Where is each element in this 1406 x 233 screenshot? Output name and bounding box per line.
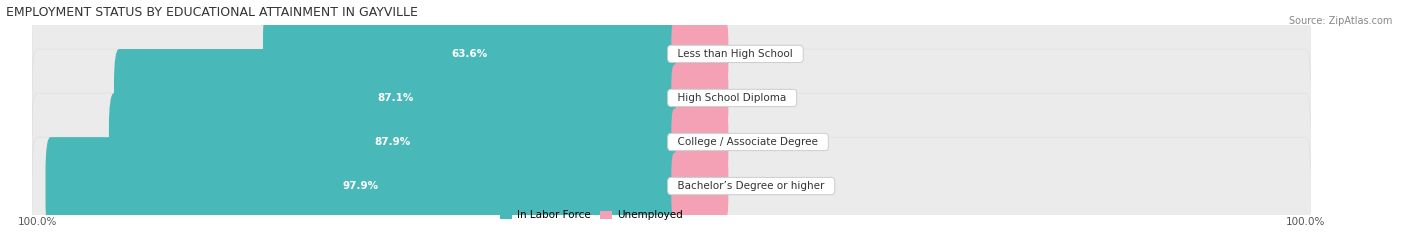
FancyBboxPatch shape: [666, 137, 1310, 233]
FancyBboxPatch shape: [671, 109, 728, 175]
Text: 0.0%: 0.0%: [738, 137, 763, 147]
FancyBboxPatch shape: [32, 5, 676, 103]
FancyBboxPatch shape: [32, 49, 676, 147]
Text: 87.9%: 87.9%: [374, 137, 411, 147]
FancyBboxPatch shape: [114, 49, 676, 147]
FancyBboxPatch shape: [666, 5, 1310, 103]
Text: EMPLOYMENT STATUS BY EDUCATIONAL ATTAINMENT IN GAYVILLE: EMPLOYMENT STATUS BY EDUCATIONAL ATTAINM…: [6, 6, 418, 19]
Text: High School Diploma: High School Diploma: [671, 93, 793, 103]
FancyBboxPatch shape: [45, 137, 676, 233]
Legend: In Labor Force, Unemployed: In Labor Force, Unemployed: [496, 206, 688, 225]
FancyBboxPatch shape: [671, 21, 728, 87]
Text: 63.6%: 63.6%: [451, 49, 488, 59]
Text: Bachelor’s Degree or higher: Bachelor’s Degree or higher: [671, 181, 831, 191]
Text: Less than High School: Less than High School: [671, 49, 800, 59]
FancyBboxPatch shape: [32, 93, 676, 191]
FancyBboxPatch shape: [666, 49, 1310, 147]
FancyBboxPatch shape: [263, 5, 676, 103]
FancyBboxPatch shape: [666, 93, 1310, 191]
FancyBboxPatch shape: [671, 65, 728, 131]
Text: College / Associate Degree: College / Associate Degree: [671, 137, 825, 147]
FancyBboxPatch shape: [671, 153, 728, 219]
Text: 97.9%: 97.9%: [343, 181, 380, 191]
Text: 0.0%: 0.0%: [738, 93, 763, 103]
Text: 0.0%: 0.0%: [738, 181, 763, 191]
FancyBboxPatch shape: [108, 93, 676, 191]
FancyBboxPatch shape: [32, 137, 676, 233]
Text: Source: ZipAtlas.com: Source: ZipAtlas.com: [1288, 16, 1392, 26]
Text: 0.0%: 0.0%: [738, 49, 763, 59]
Text: 87.1%: 87.1%: [377, 93, 413, 103]
